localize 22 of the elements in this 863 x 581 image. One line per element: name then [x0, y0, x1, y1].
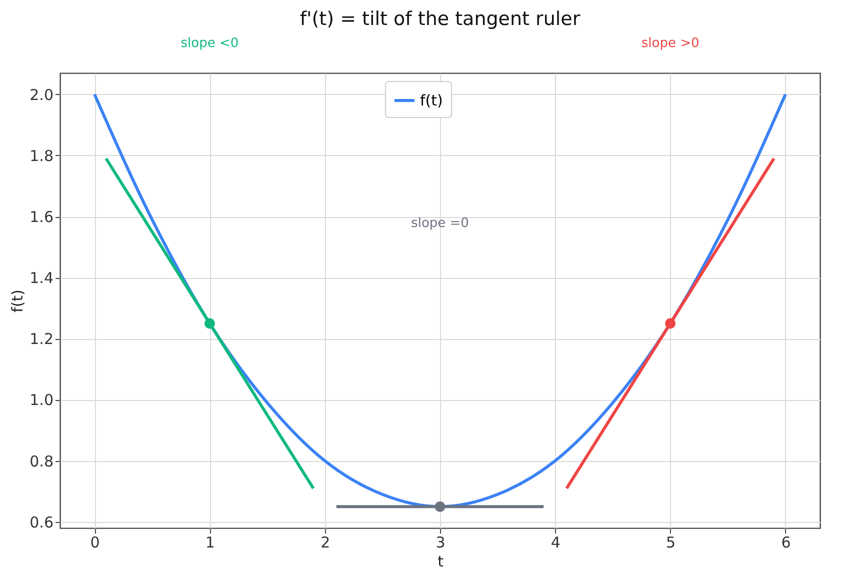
text: slope >0 [641, 36, 700, 51]
text: slope <0 [180, 36, 239, 51]
y-axis-title: f(t) [8, 290, 27, 312]
x-tick-label: 4 [550, 534, 560, 552]
x-tick-label: 1 [205, 534, 215, 552]
y-tick-label: 1.0 [30, 391, 54, 410]
x-tick-label: 0 [90, 534, 100, 552]
x-tick-label: 2 [320, 534, 330, 552]
x-axis-title: t [438, 552, 444, 570]
y-tick-label: 2.0 [30, 86, 54, 104]
annotation: slope =0 [411, 216, 469, 231]
x-tick-label: 3 [436, 534, 446, 552]
x-tick-label: 6 [781, 534, 791, 552]
y-tick-label: 0.8 [30, 452, 54, 470]
y-tick-label: 1.6 [30, 208, 54, 226]
legend-label: f(t) [420, 92, 443, 110]
chart-title: f'(t) = tilt of the tangent ruler [300, 8, 580, 30]
y-tick-label: 1.4 [30, 269, 54, 288]
x-tick-label: 5 [666, 534, 676, 552]
y-tick-label: 0.6 [30, 513, 54, 532]
y-tick-label: 1.8 [30, 146, 54, 165]
y-tick-label: 1.2 [30, 330, 54, 348]
